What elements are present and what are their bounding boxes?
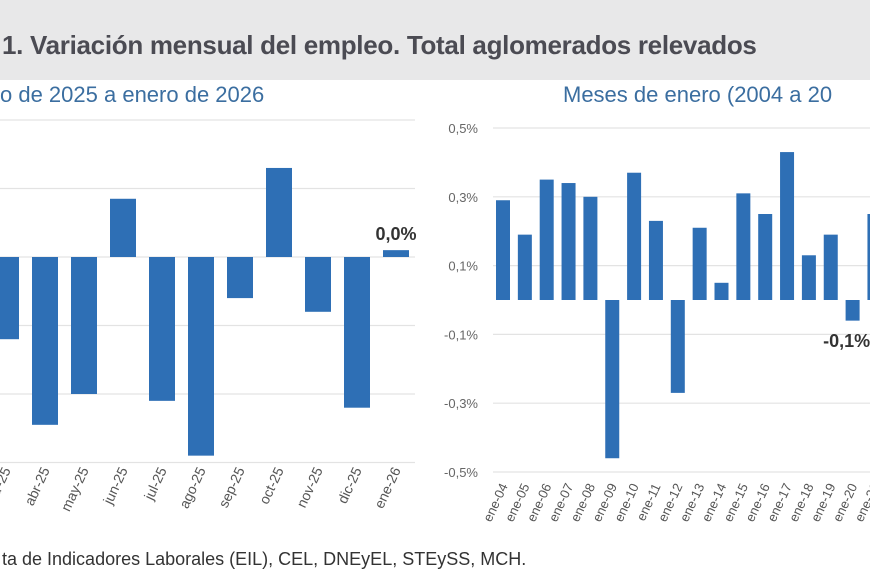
left-x-tick-label: ene-26 xyxy=(371,464,404,510)
left-x-tick-label: sep-25 xyxy=(215,464,248,510)
left-bar-abr-25 xyxy=(32,257,58,425)
left-bar-jul-25 xyxy=(149,257,175,401)
chart-title: 1. Variación mensual del empleo. Total a… xyxy=(2,30,757,60)
right-bar-ene-08 xyxy=(583,196,598,300)
left-bar-nov-25 xyxy=(305,257,331,312)
left-chart-title: o de 2025 a enero de 2026 xyxy=(0,82,265,107)
right-bar-ene-06 xyxy=(539,179,554,300)
right-y-tick-label: 0,3% xyxy=(448,190,478,205)
right-y-tick-label: -0,3% xyxy=(444,396,478,411)
right-chart-title: Meses de enero (2004 a 20 xyxy=(563,82,833,107)
left-x-tick-label: oct-25 xyxy=(256,464,287,506)
right-bar-ene-14 xyxy=(714,282,729,300)
right-bar-ene-07 xyxy=(561,183,576,300)
left-bar-dic-25 xyxy=(344,257,370,408)
right-bar-ene-20 xyxy=(845,300,860,321)
left-bar-mar-25 xyxy=(0,257,19,340)
left-x-tick-label: ago-25 xyxy=(176,464,209,510)
right-bar-ene-05 xyxy=(517,234,532,300)
left-x-tick-label: jul-25 xyxy=(140,464,169,503)
left-bar-ago-25 xyxy=(188,257,214,456)
right-bar-ene-10 xyxy=(627,172,642,300)
right-data-label: -0,1% xyxy=(823,331,870,351)
right-bar-ene-19 xyxy=(823,234,838,300)
left-bar-ene-26 xyxy=(383,250,409,257)
right-bar-ene-21 xyxy=(867,214,870,300)
left-data-label: 0,0% xyxy=(375,224,416,244)
right-bar-ene-16 xyxy=(758,214,773,300)
right-bar-ene-13 xyxy=(692,227,707,300)
left-bar-jun-25 xyxy=(110,198,136,257)
left-bar-sep-25 xyxy=(227,257,253,299)
right-bar-ene-11 xyxy=(648,220,663,300)
right-bar-ene-12 xyxy=(670,300,685,393)
right-bar-ene-09 xyxy=(605,300,620,459)
source-note: ta de Indicadores Laborales (EIL), CEL, … xyxy=(2,549,527,569)
left-x-tick-label: nov-25 xyxy=(293,464,326,510)
title-band: 1. Variación mensual del empleo. Total a… xyxy=(0,0,870,80)
right-y-tick-label: 0,1% xyxy=(448,259,478,274)
right-bar-ene-15 xyxy=(736,193,751,300)
right-y-tick-label: 0,5% xyxy=(448,121,478,136)
left-x-tick-label: may-25 xyxy=(57,464,91,513)
left-x-tick-label: jun-25 xyxy=(99,464,130,507)
right-bar-ene-17 xyxy=(780,152,795,300)
left-x-tick-label: abr-25 xyxy=(21,464,53,508)
left-x-tick-label: dic-25 xyxy=(334,464,365,506)
left-bar-oct-25 xyxy=(266,167,292,257)
right-y-tick-label: -0,5% xyxy=(444,465,478,480)
right-y-tick-label: -0,1% xyxy=(444,327,478,342)
left-x-tick-label: mar-25 xyxy=(0,464,14,511)
right-bar-ene-18 xyxy=(801,255,816,300)
right-bar-ene-04 xyxy=(496,200,510,300)
left-bar-may-25 xyxy=(71,257,97,394)
